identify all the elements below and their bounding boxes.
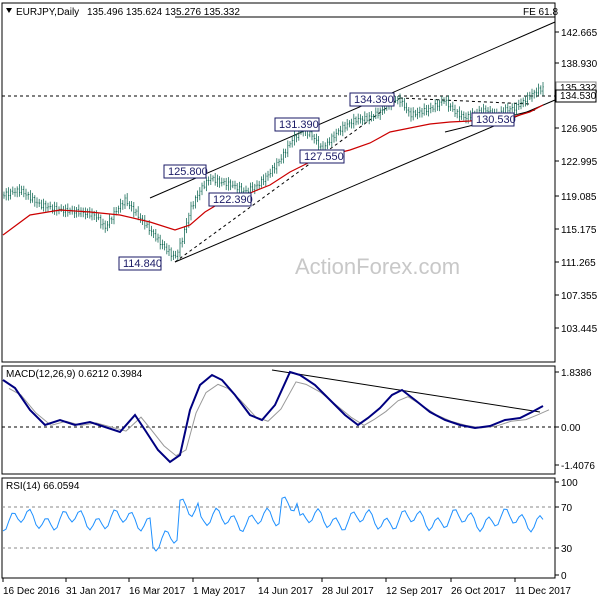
macd-panel <box>1 365 556 475</box>
macd-trend-line <box>271 369 541 413</box>
dashed-top-line <box>399 97 531 105</box>
current-price-value: 135.332 <box>560 83 597 94</box>
collapse-triangle-icon <box>6 8 12 13</box>
price-tick-label: 126.905 <box>561 124 598 135</box>
rsi-tick-label: 70 <box>561 503 573 514</box>
marked-price-value: 134.530 <box>560 91 597 102</box>
label-low-2: 122.390 <box>213 194 253 206</box>
price-tick-label: 138.930 <box>561 59 598 70</box>
time-axis: 16 Dec 2016 31 Jan 2017 16 Mar 2017 1 May 2… <box>2 578 571 597</box>
label-low-3: 127.550 <box>304 151 344 163</box>
label-box-high-3 <box>349 92 395 107</box>
price-tick-label: 107.355 <box>561 291 598 302</box>
label-low-4: 130.530 <box>476 114 516 126</box>
label-box-low-2 <box>208 192 252 207</box>
label-box-high-1 <box>163 164 207 179</box>
upper-channel-line <box>149 21 556 199</box>
rsi-header: RSI(14) 66.0594 <box>6 481 80 492</box>
dashed-trend-line <box>174 97 401 263</box>
ohlc-values: 135.496 135.624 135.276 135.332 <box>87 7 240 18</box>
label-box-low-4 <box>471 112 515 127</box>
rsi-panel <box>1 477 556 579</box>
macd-tick-label: -1.4076 <box>561 461 595 472</box>
label-low-1: 114.840 <box>123 258 162 270</box>
time-tick-label: 26 Oct 2017 <box>451 586 506 597</box>
macd-tick-label: 0.00 <box>561 423 581 434</box>
rsi-line <box>2 496 544 552</box>
price-tick-label: 142.665 <box>561 28 598 39</box>
time-tick-label: 12 Sep 2017 <box>386 586 443 597</box>
time-tick-label: 16 Mar 2017 <box>129 586 186 597</box>
price-axis: 142.665138.930130.930126.905122.995119.0… <box>555 28 598 335</box>
candles-group <box>3 81 544 262</box>
price-annotations: 114.840 125.800 122.390 131.390 127.550 … <box>118 92 516 271</box>
price-panel <box>1 2 556 363</box>
time-tick-label: 14 Jun 2017 <box>258 586 313 597</box>
moving-average-line <box>2 104 544 236</box>
time-tick-label: 1 May 2017 <box>193 586 246 597</box>
marked-price-badge <box>555 89 597 103</box>
label-high-2: 131.390 <box>279 119 319 131</box>
label-high-1: 125.800 <box>168 166 208 178</box>
price-tick-label: 115.175 <box>561 225 597 236</box>
time-tick-label: 16 Dec 2016 <box>3 586 60 597</box>
rsi-tick-label: 100 <box>561 478 578 489</box>
label-box-low-3 <box>299 149 345 164</box>
symbol-label: EURJPY,Daily <box>16 7 79 18</box>
label-high-3: 134.390 <box>354 94 394 106</box>
time-tick-label: 28 Jul 2017 <box>322 586 374 597</box>
macd-main-line <box>2 370 544 464</box>
watermark: ActionForex.com <box>295 254 460 279</box>
price-header: EURJPY,Daily 135.496 135.624 135.276 135… <box>6 7 240 18</box>
macd-header: MACD(12,26,9) 0.6212 0.3984 <box>6 369 143 380</box>
price-tick-label: 119.085 <box>561 192 597 203</box>
macd-tick-label: 1.8386 <box>561 368 592 379</box>
macd-axis: 1.8386 0.00 -1.4076 <box>555 368 595 472</box>
lower-channel-line <box>174 99 556 263</box>
label-box-low-1 <box>118 256 162 271</box>
rsi-tick-label: 30 <box>561 544 573 555</box>
price-tick-label: 103.445 <box>561 324 598 335</box>
rsi-axis: 100 70 30 0 <box>555 478 578 582</box>
price-tick-label: 111.265 <box>561 258 596 269</box>
label-box-high-2 <box>274 117 320 132</box>
time-tick-label: 11 Dec 2017 <box>515 586 571 597</box>
price-tick-label: 122.995 <box>561 157 598 168</box>
fib-label: FE 61.8 <box>523 7 558 18</box>
time-tick-label: 31 Jan 2017 <box>66 586 121 597</box>
rsi-tick-label: 0 <box>561 571 567 582</box>
